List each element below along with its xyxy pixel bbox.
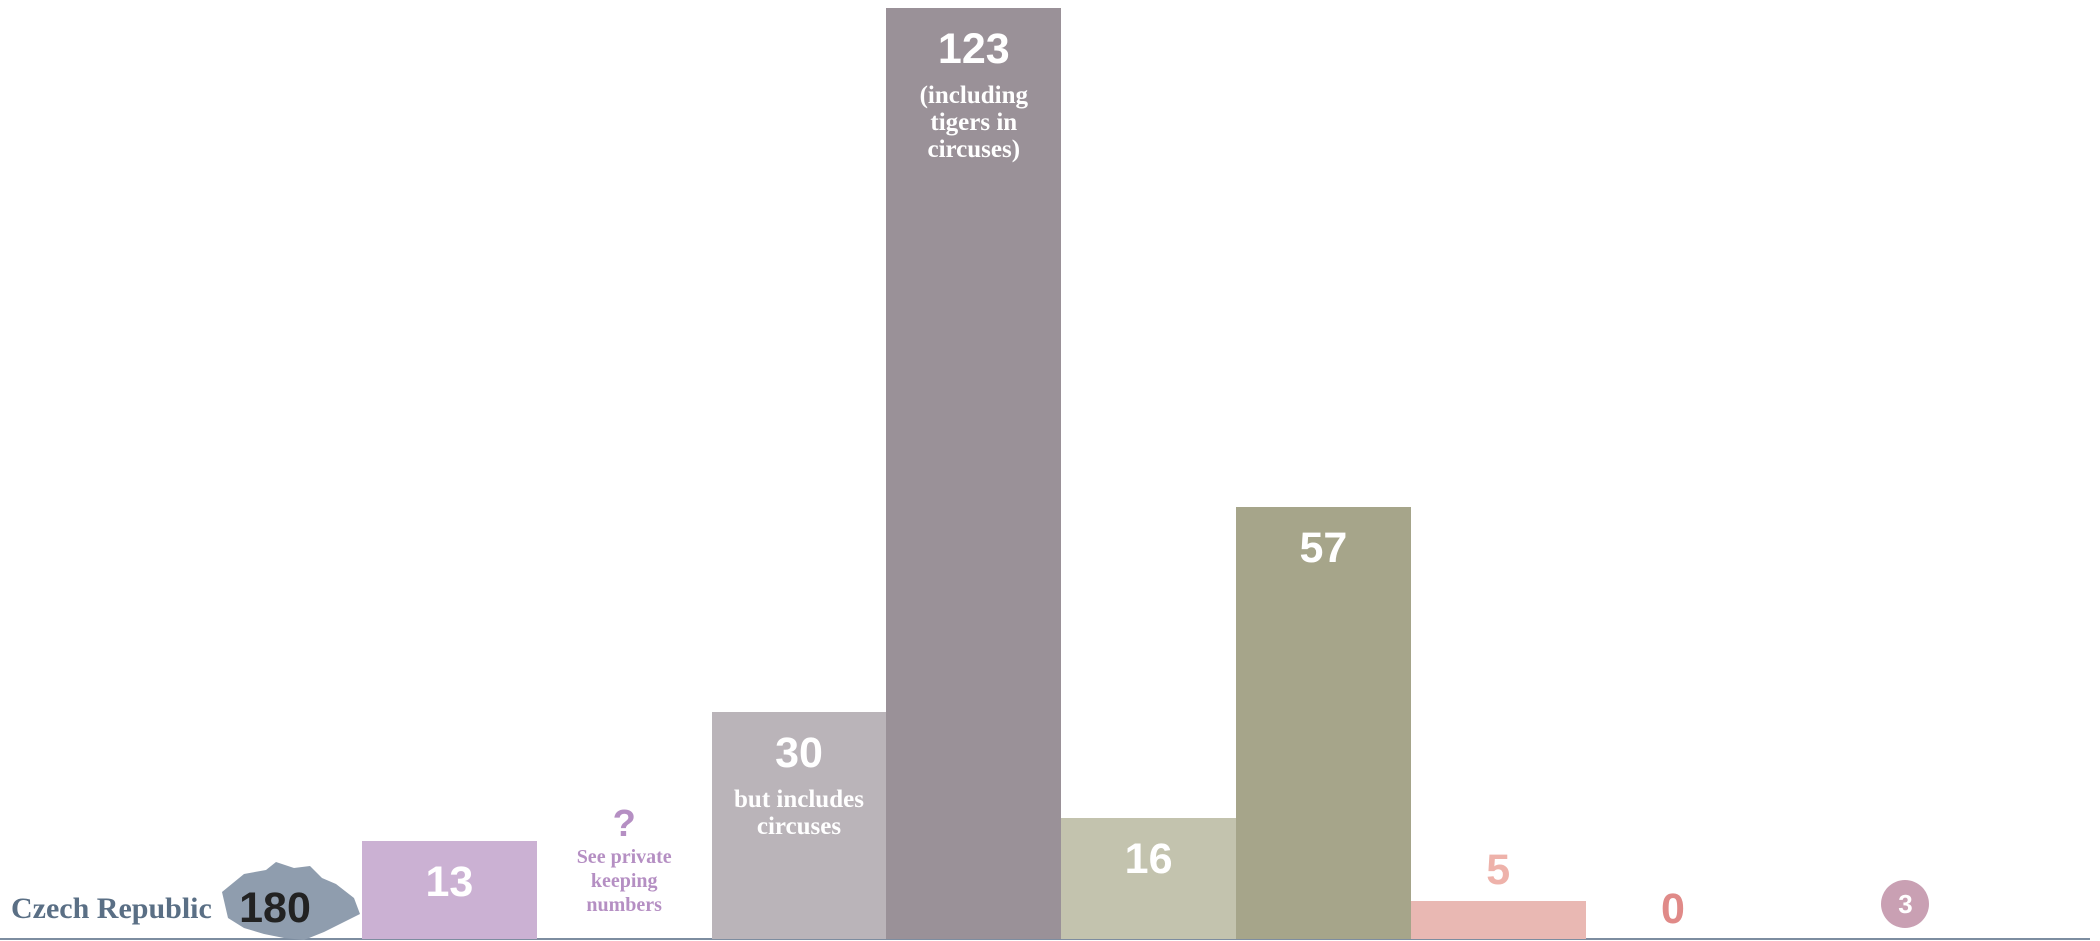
bar (1410, 901, 1586, 939)
value-label: 16 (1124, 834, 1173, 883)
bar (711, 711, 887, 939)
value-label: 123 (937, 24, 1010, 73)
bar (362, 840, 537, 939)
value-label: 30 (775, 728, 823, 777)
value-label: ? (612, 803, 636, 845)
bar (886, 7, 1062, 939)
value-label: 3 (1898, 889, 1913, 919)
note: but includes circuses (734, 785, 864, 840)
note: See private keeping numbers (576, 846, 672, 916)
note: (including tigers in circuses) (919, 81, 1028, 163)
country-label: Czech Republic (11, 892, 212, 925)
bar (1061, 817, 1236, 939)
baseline (0, 938, 2090, 940)
total-label: 180 (239, 884, 311, 932)
bar (1236, 507, 1411, 939)
value-label: 0 (1661, 885, 1685, 933)
value-label: 57 (1299, 524, 1348, 573)
country-map (222, 862, 360, 940)
circle-marker (1881, 880, 1930, 928)
value-label: 5 (1486, 846, 1511, 895)
value-label: 13 (425, 857, 474, 906)
map-shape (222, 862, 360, 940)
